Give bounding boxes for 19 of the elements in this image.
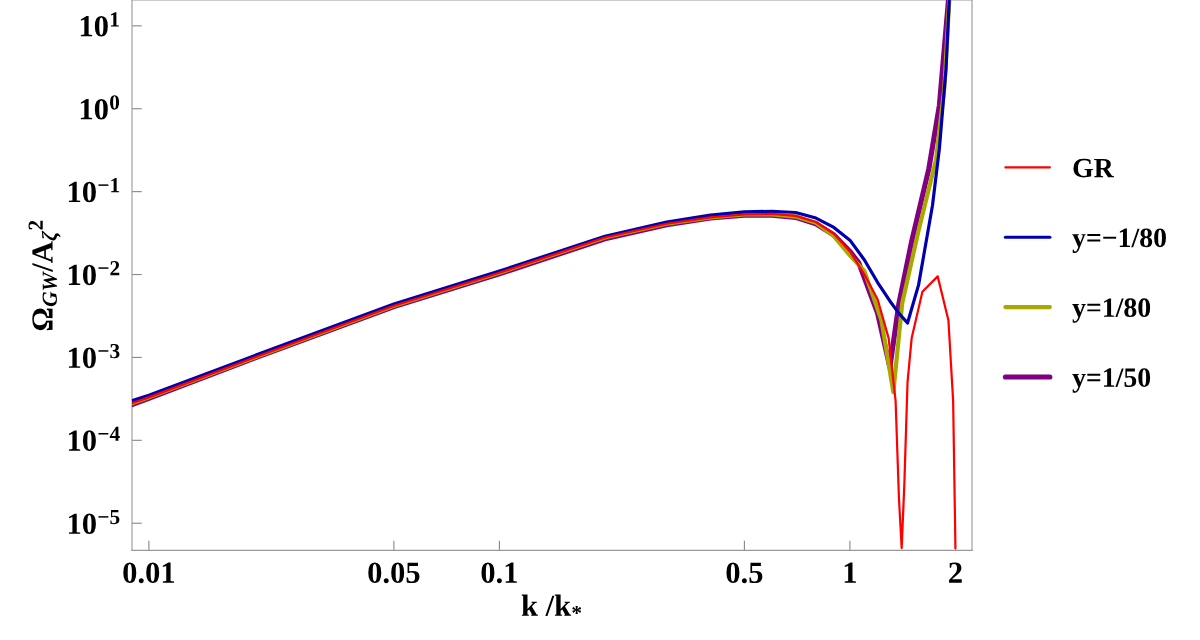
x-tick-label: 0.01 (123, 562, 175, 584)
y-tick-label: 10$^{−3}$ (68, 343, 120, 369)
x-axis-title: k /k$_{*}$ (521, 594, 582, 617)
y-tick-label: 10$^{−5}$ (68, 509, 120, 535)
legend-label: y=1/80 (1072, 298, 1151, 323)
y-axis-title: Ω$_{GW}$/A$_{ζ}$$^{2}$ (28, 220, 61, 331)
x-tick-label: 1 (844, 562, 856, 583)
y-tick-label: 10$^{−2}$ (68, 260, 120, 286)
y-tick-label: 10$^{0}$ (80, 95, 120, 120)
x-tick-label: 0.5 (726, 562, 763, 584)
y-tick-label: 10$^{−4}$ (68, 426, 120, 451)
legend-label: y=1/50 (1072, 368, 1151, 393)
x-tick-label: 0.1 (481, 562, 517, 584)
x-tick-label: 2 (949, 562, 962, 583)
y-tick-label: 10$^{−1}$ (68, 178, 120, 203)
legend-label: GR (1073, 158, 1114, 178)
x-tick-label: 0.05 (368, 562, 420, 584)
legend-label: y=−1/80 (1072, 228, 1166, 253)
y-tick-label: 10$^{1}$ (80, 12, 119, 37)
